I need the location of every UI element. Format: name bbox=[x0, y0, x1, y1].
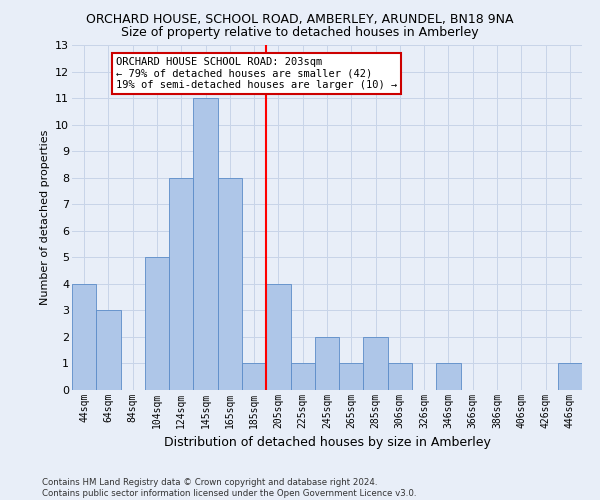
Text: ORCHARD HOUSE SCHOOL ROAD: 203sqm
← 79% of detached houses are smaller (42)
19% : ORCHARD HOUSE SCHOOL ROAD: 203sqm ← 79% … bbox=[116, 57, 397, 90]
X-axis label: Distribution of detached houses by size in Amberley: Distribution of detached houses by size … bbox=[164, 436, 490, 450]
Bar bbox=[266, 284, 290, 390]
Text: Size of property relative to detached houses in Amberley: Size of property relative to detached ho… bbox=[121, 26, 479, 39]
Bar bbox=[242, 364, 266, 390]
Bar bbox=[193, 98, 218, 390]
Y-axis label: Number of detached properties: Number of detached properties bbox=[40, 130, 50, 305]
Bar bbox=[339, 364, 364, 390]
Bar bbox=[145, 258, 169, 390]
Bar bbox=[96, 310, 121, 390]
Bar bbox=[169, 178, 193, 390]
Bar bbox=[364, 337, 388, 390]
Bar bbox=[315, 337, 339, 390]
Bar bbox=[290, 364, 315, 390]
Text: Contains HM Land Registry data © Crown copyright and database right 2024.
Contai: Contains HM Land Registry data © Crown c… bbox=[42, 478, 416, 498]
Bar bbox=[388, 364, 412, 390]
Bar bbox=[218, 178, 242, 390]
Bar bbox=[72, 284, 96, 390]
Bar bbox=[558, 364, 582, 390]
Bar bbox=[436, 364, 461, 390]
Text: ORCHARD HOUSE, SCHOOL ROAD, AMBERLEY, ARUNDEL, BN18 9NA: ORCHARD HOUSE, SCHOOL ROAD, AMBERLEY, AR… bbox=[86, 12, 514, 26]
